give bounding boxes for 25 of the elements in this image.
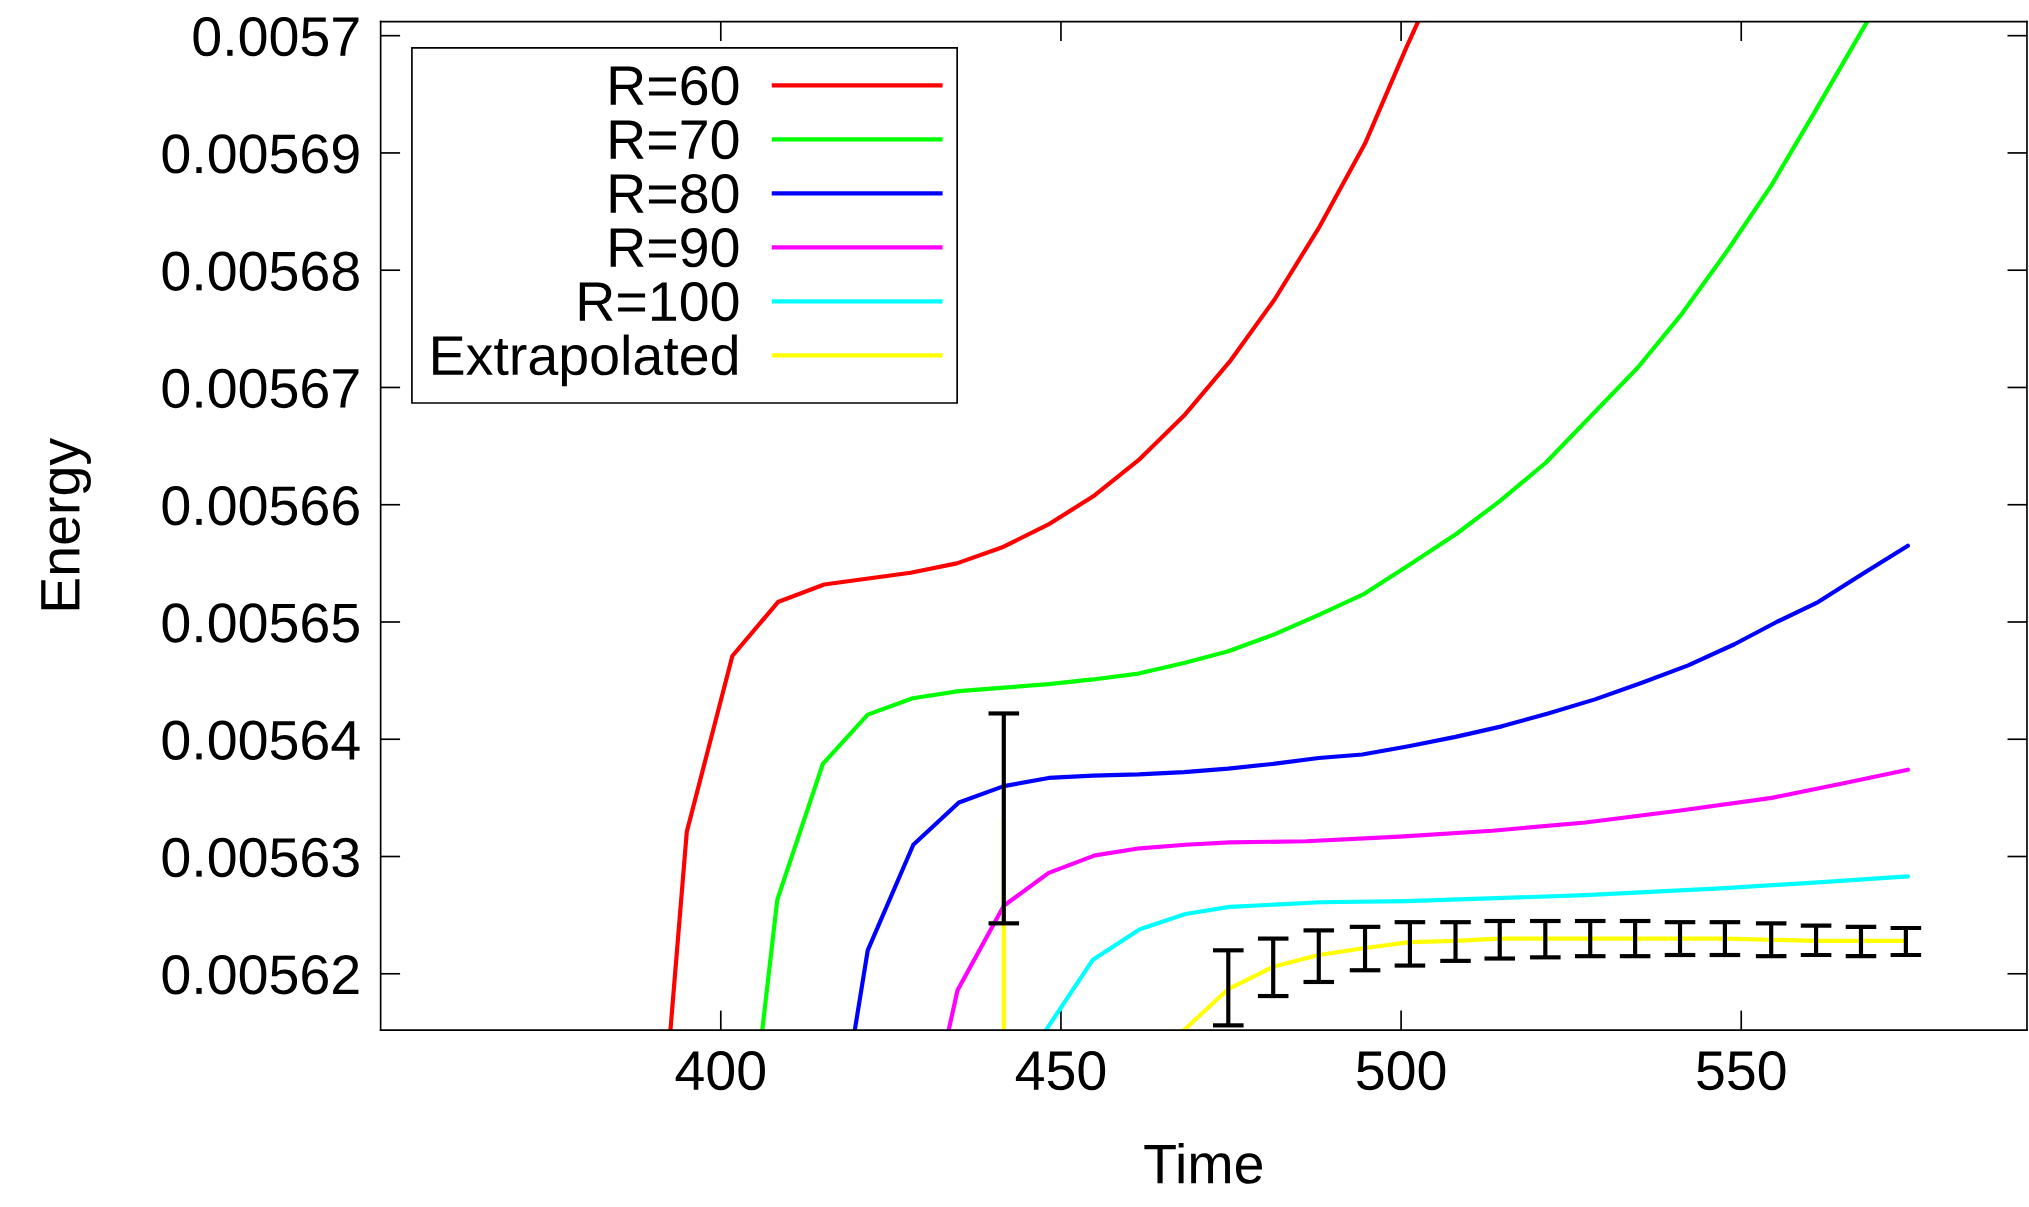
legend-label: R=70	[610, 119, 739, 160]
y-tick-label: 0.00563	[162, 837, 359, 878]
line-series	[852, 543, 1911, 1031]
y-tick-label: 0.00562	[162, 955, 359, 995]
y-tick-label: 0.00566	[162, 486, 359, 526]
line-series	[1043, 874, 1911, 1031]
legend-label: Extrapolated	[433, 334, 737, 387]
legend-label: R=60	[610, 65, 739, 106]
y-axis-title: Energy	[41, 437, 91, 610]
x-axis-title: Time	[1144, 1142, 1263, 1184]
legend-label: R=90	[610, 227, 739, 268]
legend-label: R=80	[610, 173, 739, 214]
y-tick-label: 0.00567	[162, 368, 359, 409]
line-series	[946, 767, 1911, 1031]
y-tick-label: 0.00569	[162, 134, 359, 174]
y-tick-label: 0.00568	[162, 251, 359, 291]
x-tick-label: 450	[1015, 1050, 1106, 1091]
x-tick-label: 500	[1356, 1050, 1446, 1091]
x-tick-label: 550	[1697, 1050, 1786, 1091]
y-tick-label: 0.00565	[162, 603, 359, 643]
line-series	[760, 21, 1870, 1031]
y-tick-label: 0.0057	[193, 17, 359, 57]
legend-label: R=100	[579, 282, 739, 322]
x-tick-label: 400	[675, 1050, 765, 1091]
y-tick-label: 0.00564	[162, 720, 360, 760]
